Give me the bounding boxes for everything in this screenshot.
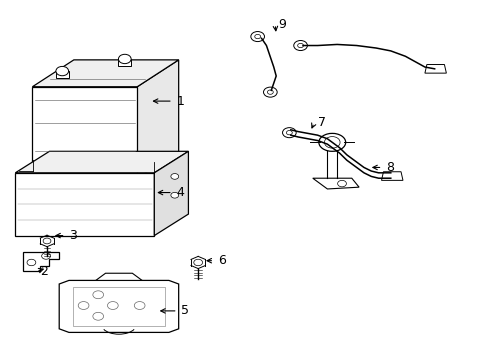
Circle shape [118, 54, 131, 64]
Polygon shape [15, 151, 188, 173]
Polygon shape [32, 87, 137, 178]
Text: 1: 1 [176, 95, 184, 108]
Circle shape [250, 32, 264, 41]
Polygon shape [154, 151, 188, 235]
Polygon shape [381, 172, 402, 180]
Circle shape [41, 253, 50, 259]
Polygon shape [22, 252, 59, 271]
Text: 6: 6 [217, 254, 225, 267]
Circle shape [93, 291, 103, 299]
Circle shape [267, 90, 273, 94]
Circle shape [107, 302, 118, 310]
Polygon shape [118, 59, 131, 66]
Polygon shape [56, 71, 68, 78]
Polygon shape [59, 280, 178, 332]
Polygon shape [15, 173, 154, 235]
Polygon shape [137, 60, 178, 178]
Circle shape [293, 41, 307, 50]
Circle shape [56, 66, 68, 76]
Circle shape [337, 180, 346, 187]
Text: 2: 2 [40, 265, 47, 278]
Text: 4: 4 [176, 186, 184, 199]
Text: 5: 5 [181, 305, 189, 318]
Circle shape [93, 312, 103, 320]
Text: 7: 7 [317, 116, 325, 129]
Text: 8: 8 [385, 161, 393, 174]
Text: 3: 3 [69, 229, 77, 242]
Circle shape [43, 238, 51, 244]
Polygon shape [312, 178, 358, 189]
Circle shape [78, 302, 89, 310]
Circle shape [27, 259, 36, 266]
Polygon shape [32, 60, 178, 87]
Circle shape [254, 35, 260, 39]
Circle shape [170, 192, 178, 198]
Circle shape [286, 131, 292, 135]
Polygon shape [96, 273, 142, 280]
Circle shape [193, 259, 202, 266]
Circle shape [134, 302, 145, 310]
Polygon shape [424, 64, 446, 73]
Text: 9: 9 [278, 18, 286, 31]
Circle shape [170, 174, 178, 179]
Circle shape [297, 43, 303, 48]
Circle shape [263, 87, 277, 97]
Circle shape [282, 128, 296, 138]
